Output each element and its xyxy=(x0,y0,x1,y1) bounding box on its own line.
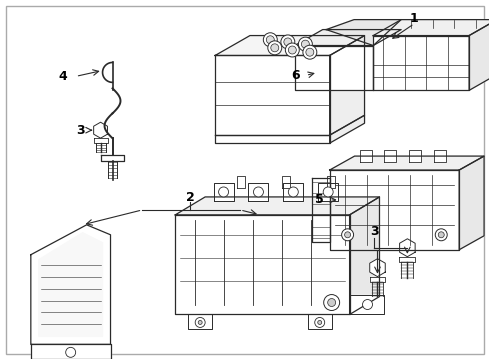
Polygon shape xyxy=(330,156,484,170)
Circle shape xyxy=(284,38,292,46)
Circle shape xyxy=(285,43,299,57)
Polygon shape xyxy=(434,150,446,162)
Polygon shape xyxy=(459,156,484,250)
Circle shape xyxy=(324,294,340,310)
Polygon shape xyxy=(330,115,365,143)
Polygon shape xyxy=(215,36,365,55)
Circle shape xyxy=(342,229,354,241)
Polygon shape xyxy=(327,176,335,188)
Text: 6: 6 xyxy=(292,69,300,82)
Circle shape xyxy=(344,232,350,238)
Polygon shape xyxy=(31,345,111,359)
Polygon shape xyxy=(400,239,415,257)
Circle shape xyxy=(435,229,447,241)
Polygon shape xyxy=(308,315,332,329)
Polygon shape xyxy=(214,183,234,201)
Polygon shape xyxy=(349,197,379,315)
Circle shape xyxy=(66,347,75,357)
Circle shape xyxy=(219,187,228,197)
Circle shape xyxy=(271,44,279,52)
Polygon shape xyxy=(100,155,124,161)
Text: 2: 2 xyxy=(186,192,195,204)
Polygon shape xyxy=(369,276,386,282)
Polygon shape xyxy=(312,178,330,242)
Polygon shape xyxy=(409,150,421,162)
Polygon shape xyxy=(330,36,365,135)
Circle shape xyxy=(288,46,296,54)
Circle shape xyxy=(267,36,274,44)
Circle shape xyxy=(301,40,309,48)
Circle shape xyxy=(323,187,333,197)
Polygon shape xyxy=(295,45,373,90)
Polygon shape xyxy=(385,150,396,162)
Polygon shape xyxy=(215,135,330,143)
Polygon shape xyxy=(326,20,401,45)
Text: 1: 1 xyxy=(410,12,419,25)
Polygon shape xyxy=(295,30,401,45)
Circle shape xyxy=(268,41,282,55)
Text: 5: 5 xyxy=(316,193,324,206)
Text: 4: 4 xyxy=(58,70,67,83)
Polygon shape xyxy=(94,138,107,143)
Polygon shape xyxy=(175,215,349,315)
Polygon shape xyxy=(373,20,490,36)
Circle shape xyxy=(306,48,314,56)
Polygon shape xyxy=(349,294,385,315)
Text: 3: 3 xyxy=(76,124,85,137)
Polygon shape xyxy=(283,183,303,201)
Polygon shape xyxy=(237,176,245,188)
Polygon shape xyxy=(248,183,269,201)
Circle shape xyxy=(438,232,444,238)
Polygon shape xyxy=(31,225,111,345)
Polygon shape xyxy=(175,197,379,215)
Circle shape xyxy=(318,320,322,324)
Polygon shape xyxy=(215,55,330,135)
Polygon shape xyxy=(370,259,385,276)
Polygon shape xyxy=(188,315,212,329)
Circle shape xyxy=(263,33,277,47)
Circle shape xyxy=(303,45,317,59)
Polygon shape xyxy=(282,176,290,188)
Polygon shape xyxy=(39,233,102,336)
Polygon shape xyxy=(360,150,371,162)
Circle shape xyxy=(315,318,325,328)
Polygon shape xyxy=(330,170,459,250)
Text: 3: 3 xyxy=(370,225,379,238)
Circle shape xyxy=(198,320,202,324)
Circle shape xyxy=(281,35,295,49)
Polygon shape xyxy=(373,36,469,90)
Polygon shape xyxy=(399,257,416,262)
Circle shape xyxy=(195,318,205,328)
Circle shape xyxy=(328,298,336,306)
Polygon shape xyxy=(469,20,490,90)
Polygon shape xyxy=(94,122,107,138)
Circle shape xyxy=(363,300,372,310)
Circle shape xyxy=(253,187,264,197)
Circle shape xyxy=(288,187,298,197)
Polygon shape xyxy=(318,183,338,201)
Circle shape xyxy=(298,37,312,51)
